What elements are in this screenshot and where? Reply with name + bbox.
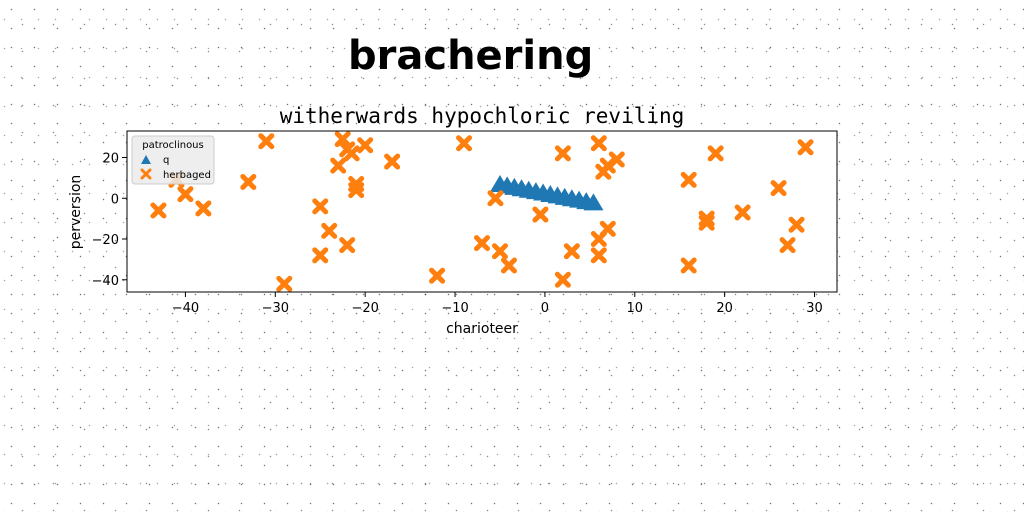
point-herbaged xyxy=(330,157,347,174)
point-herbaged xyxy=(554,145,571,162)
axes-title: witherwards hypochloric reviling xyxy=(280,104,685,128)
point-herbaged xyxy=(150,202,167,219)
point-herbaged xyxy=(258,133,275,150)
point-herbaged xyxy=(195,200,212,217)
point-herbaged xyxy=(680,257,697,274)
point-herbaged xyxy=(487,190,504,207)
point-herbaged xyxy=(474,235,490,252)
figure-title: brachering xyxy=(348,33,594,79)
point-herbaged xyxy=(456,135,473,152)
y-tick-label: −20 xyxy=(92,233,119,248)
plot-frame xyxy=(126,130,838,293)
point-herbaged xyxy=(348,182,365,199)
point-herbaged xyxy=(357,137,374,154)
y-tick-label: 0 xyxy=(111,192,119,207)
point-herbaged xyxy=(334,131,351,148)
legend-label-herbaged: herbaged xyxy=(163,170,211,181)
point-herbaged xyxy=(343,145,360,162)
point-q xyxy=(583,193,604,211)
point-herbaged xyxy=(276,275,293,292)
point-herbaged xyxy=(554,271,571,288)
series-q xyxy=(489,174,604,211)
point-herbaged xyxy=(312,198,329,215)
point-herbaged xyxy=(770,180,787,197)
series-herbaged xyxy=(150,131,814,292)
point-herbaged xyxy=(177,186,194,203)
x-tick-label: 30 xyxy=(806,301,823,316)
point-herbaged xyxy=(788,216,805,233)
x-tick-label: −10 xyxy=(441,301,468,316)
point-herbaged xyxy=(240,173,257,190)
legend-label-q: q xyxy=(163,155,169,166)
point-herbaged xyxy=(532,206,549,223)
point-herbaged xyxy=(707,145,724,162)
point-herbaged xyxy=(321,222,338,239)
x-tick-label: 10 xyxy=(627,301,644,316)
legend-title: patroclinous xyxy=(142,140,203,151)
y-axis-ticks: −40 −20 0 20 xyxy=(92,151,127,289)
x-tick-label: −20 xyxy=(351,301,378,316)
point-herbaged xyxy=(563,243,580,260)
x-axis-ticks: −40 −30 −20 −10 0 10 20 30 xyxy=(172,292,823,316)
legend-marker-herbaged xyxy=(140,168,152,180)
legend-marker-q xyxy=(141,155,151,164)
x-tick-label: −40 xyxy=(172,301,199,316)
y-tick-label: −40 xyxy=(92,274,119,289)
x-tick-label: 20 xyxy=(716,301,733,316)
x-axis-label: charioteer xyxy=(446,321,518,337)
y-axis-label: perversion xyxy=(68,175,84,250)
plot-area xyxy=(127,131,837,292)
point-herbaged xyxy=(680,171,697,188)
y-tick-label: 20 xyxy=(102,151,119,166)
point-herbaged xyxy=(599,220,616,237)
point-herbaged xyxy=(698,214,715,231)
point-herbaged xyxy=(590,247,607,264)
point-herbaged xyxy=(429,267,446,284)
point-herbaged xyxy=(500,257,517,274)
legend: patroclinous q herbaged xyxy=(131,135,215,185)
point-herbaged xyxy=(590,135,607,152)
legend-box xyxy=(131,135,215,185)
point-herbaged xyxy=(312,247,329,264)
point-herbaged xyxy=(797,139,814,156)
point-herbaged xyxy=(384,153,401,170)
point-herbaged xyxy=(779,237,796,254)
x-tick-label: 0 xyxy=(541,301,549,316)
x-tick-label: −30 xyxy=(262,301,289,316)
point-herbaged xyxy=(734,204,751,221)
point-herbaged xyxy=(491,243,508,260)
point-herbaged xyxy=(608,151,625,168)
point-herbaged xyxy=(339,237,356,254)
